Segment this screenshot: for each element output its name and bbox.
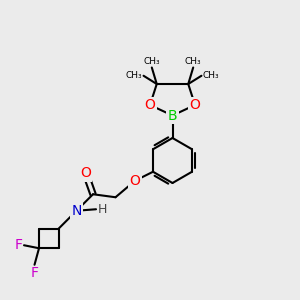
Text: H: H	[98, 203, 107, 216]
Text: CH₃: CH₃	[185, 57, 202, 66]
Text: O: O	[145, 98, 155, 112]
Text: O: O	[190, 98, 200, 112]
Text: F: F	[14, 238, 22, 252]
Text: B: B	[168, 109, 177, 122]
Text: CH₃: CH₃	[203, 71, 220, 80]
Text: O: O	[80, 166, 91, 180]
Text: CH₃: CH₃	[143, 57, 160, 66]
Text: O: O	[130, 174, 140, 188]
Text: F: F	[31, 266, 38, 280]
Text: CH₃: CH₃	[125, 71, 142, 80]
Text: N: N	[71, 204, 82, 218]
